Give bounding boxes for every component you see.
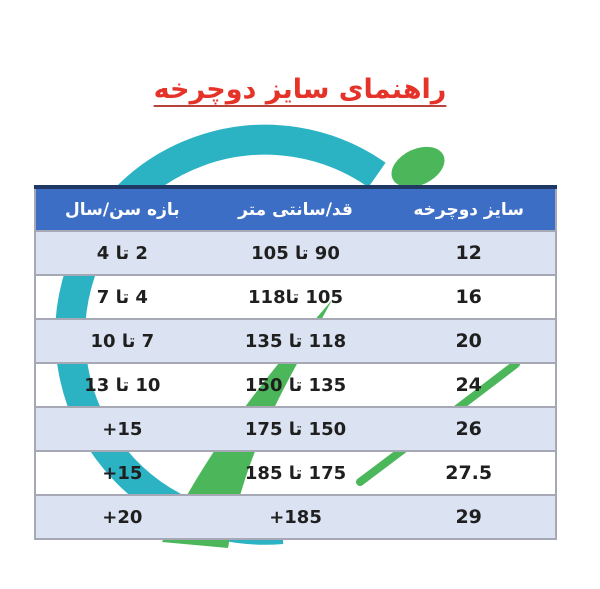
- header-cell-height: قد/سانتی متر: [208, 185, 383, 231]
- logo-leaf-icon: [391, 146, 445, 188]
- table-row: 27.5 175 تا 185 +15: [35, 450, 556, 495]
- cell-height: +185: [208, 494, 383, 539]
- cell-height: 118 تا 135: [208, 318, 383, 363]
- cell-size: 24: [382, 362, 556, 407]
- cell-age: 10 تا 13: [35, 362, 209, 407]
- cell-size: 16: [382, 274, 556, 319]
- cell-size: 26: [382, 406, 556, 451]
- table-row: 16 105 تا118 4 تا 7: [35, 274, 556, 319]
- table-row: 29 +185 +20: [35, 494, 556, 539]
- cell-size: 20: [382, 318, 556, 363]
- cell-age: 2 تا 4: [35, 230, 209, 275]
- header-cell-size: سایز دوچرخه: [382, 185, 556, 231]
- cell-age: +15: [35, 406, 209, 451]
- cell-size: 12: [382, 230, 556, 275]
- cell-height: 135 تا 150: [208, 362, 383, 407]
- table-row: 26 150 تا 175 +15: [35, 406, 556, 451]
- header-row: سایز دوچرخه قد/سانتی متر بازه سن/سال: [35, 185, 556, 231]
- cell-height: 90 تا 105: [208, 230, 383, 275]
- table-row: 12 90 تا 105 2 تا 4: [35, 230, 556, 275]
- cell-age: +20: [35, 494, 209, 539]
- page-title: راهنمای سایز دوچرخه: [153, 74, 447, 105]
- table-header: سایز دوچرخه قد/سانتی متر بازه سن/سال: [35, 185, 556, 231]
- cell-age: 7 تا 10: [35, 318, 209, 363]
- cell-height: 105 تا118: [208, 274, 383, 319]
- table-row: 24 135 تا 150 10 تا 13: [35, 362, 556, 407]
- cell-size: 27.5: [382, 450, 556, 495]
- header-cell-age: بازه سن/سال: [35, 185, 209, 231]
- cell-size: 29: [382, 494, 556, 539]
- size-guide-table: سایز دوچرخه قد/سانتی متر بازه سن/سال 12 90 …: [34, 185, 557, 540]
- table-row: 20 118 تا 135 7 تا 10: [35, 318, 556, 363]
- cell-age: 4 تا 7: [35, 274, 209, 319]
- cell-height: 150 تا 175: [208, 406, 383, 451]
- table-body: 12 90 تا 105 2 تا 4 16 105 تا118 4 تا 7 20 118 …: [35, 230, 556, 539]
- cell-age: +15: [35, 450, 209, 495]
- cell-height: 175 تا 185: [208, 450, 383, 495]
